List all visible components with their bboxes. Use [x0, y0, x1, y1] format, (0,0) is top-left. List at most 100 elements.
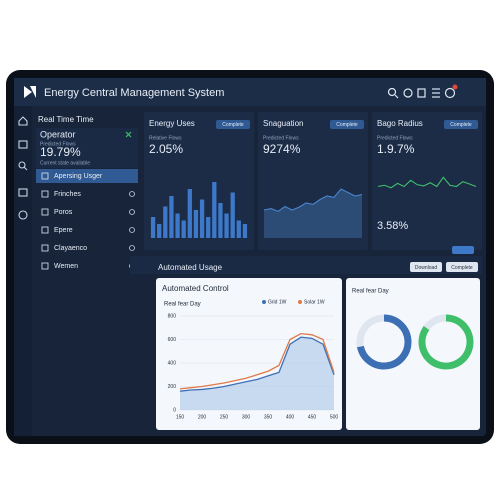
- donut-segment: [356, 314, 385, 348]
- menu-item[interactable]: Apersing Usger: [54, 173, 103, 180]
- menu-item-status: [129, 227, 135, 233]
- control-card-title: Automated Control: [162, 284, 229, 293]
- x-tick-label: 450: [308, 414, 317, 420]
- menu-item[interactable]: Poros: [54, 209, 73, 216]
- x-tick-label: 150: [176, 414, 185, 420]
- x-tick-label: 500: [330, 414, 339, 420]
- donut-segment: [356, 314, 412, 370]
- y-tick-label: 800: [168, 313, 177, 319]
- panel-label: Predicted Flows: [263, 135, 299, 141]
- panel-value: 2.05%: [149, 142, 183, 156]
- menu-item-icon: [41, 226, 49, 234]
- menu-item[interactable]: Frinches: [54, 191, 81, 198]
- legend-label: Solar 1W: [304, 299, 325, 305]
- legend-label: Grid 1W: [268, 299, 287, 305]
- logo: [24, 86, 36, 98]
- donut-segment: [423, 314, 447, 331]
- menu-item-icon: [41, 172, 49, 180]
- series-area: [180, 337, 334, 410]
- bar: [230, 192, 235, 238]
- notification-dot: [452, 84, 458, 90]
- area: [264, 189, 362, 238]
- legend-swatch: [298, 300, 302, 304]
- donut-card-subtitle: Real fear Day: [352, 289, 389, 295]
- menu-item[interactable]: Clayaenco: [54, 245, 87, 252]
- menu-item[interactable]: Epere: [54, 227, 73, 234]
- panel-label: Predicted Flows: [377, 135, 413, 141]
- x-tick-label: 250: [220, 414, 229, 420]
- menu-item-status: [129, 245, 135, 251]
- operator-box: [36, 128, 138, 168]
- bar: [224, 213, 229, 238]
- panel: [258, 112, 368, 250]
- panel: [372, 112, 482, 250]
- close-icon[interactable]: [125, 131, 132, 138]
- panel-value: 1.9.7%: [377, 142, 415, 156]
- bar: [175, 213, 180, 238]
- usage-toggle[interactable]: [452, 246, 474, 254]
- panel-button[interactable]: [444, 120, 478, 129]
- download-label: Download: [415, 265, 437, 271]
- complete-label: Complete: [451, 265, 473, 271]
- bar: [187, 189, 192, 238]
- menu-item-status: [129, 191, 135, 197]
- icon-rail: [14, 106, 32, 436]
- sidebar-menu: Apersing Usger Frinches Poros Epere Clayaenc…: [36, 169, 138, 270]
- donut-segment: [418, 314, 474, 370]
- app-title: Energy Central Management System: [44, 87, 224, 99]
- panel-value: 9274%: [263, 142, 301, 156]
- line: [263, 188, 363, 213]
- complete-button[interactable]: [446, 262, 478, 272]
- control-card-subtitle: Real fear Day: [164, 302, 201, 308]
- panel-button-label: Complete: [336, 122, 358, 128]
- operator-title: Operator: [40, 129, 76, 139]
- bar: [157, 224, 162, 238]
- menu-item[interactable]: Wemen: [54, 263, 78, 270]
- menu-item-active: [36, 169, 138, 183]
- usage-title: Automated Usage: [158, 263, 223, 272]
- bar: [212, 182, 217, 238]
- bar: [169, 196, 174, 238]
- panel-button[interactable]: [330, 120, 364, 129]
- panel-button-label: Complete: [450, 122, 472, 128]
- sidebar-section: Real Time Time: [38, 115, 94, 124]
- y-tick-label: 0: [173, 407, 176, 413]
- usage-bar: [130, 256, 482, 274]
- panel-label: Relative Flows: [149, 135, 182, 141]
- operator-label: Predicted Flows: [40, 141, 76, 147]
- legend-swatch: [262, 300, 266, 304]
- menu-item-icon: [41, 244, 49, 252]
- menu-item-icon: [41, 190, 49, 198]
- bar: [206, 217, 211, 238]
- operator-value: 19.79%: [40, 145, 81, 159]
- bar: [150, 217, 156, 238]
- x-tick-label: 400: [286, 414, 295, 420]
- y-tick-label: 600: [168, 337, 177, 343]
- menu-item-status: [129, 209, 135, 215]
- x-tick-label: 300: [242, 414, 251, 420]
- line: [377, 176, 477, 189]
- series-line: [179, 332, 335, 390]
- y-tick-label: 200: [168, 384, 177, 390]
- panel-button-label: Complete: [222, 122, 244, 128]
- header-bar: [14, 78, 486, 106]
- bar: [236, 220, 241, 238]
- header-icons: [387, 87, 456, 99]
- x-tick-label: 350: [264, 414, 273, 420]
- panel-title: Snaguation: [263, 119, 303, 128]
- bar: [163, 206, 168, 238]
- operator-note: Current state available: [40, 160, 90, 166]
- series-line: [179, 336, 335, 392]
- download-button[interactable]: [410, 262, 442, 272]
- panel-title: Bago Radius: [377, 119, 423, 128]
- bar: [181, 220, 186, 238]
- rail-icons: [18, 116, 28, 220]
- panel-button[interactable]: [216, 120, 250, 129]
- y-tick-label: 400: [168, 360, 177, 366]
- bar: [218, 203, 223, 238]
- menu-item-icon: [41, 262, 49, 270]
- x-tick-label: 200: [198, 414, 207, 420]
- bar: [242, 224, 248, 238]
